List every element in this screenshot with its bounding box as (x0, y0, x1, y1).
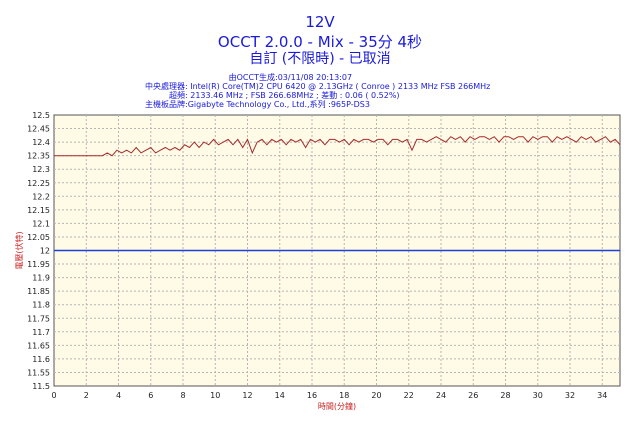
y-tick-label: 11.65 (27, 341, 50, 350)
chart-title: 12V (305, 13, 335, 31)
y-tick-label: 12.15 (27, 206, 50, 215)
x-tick-label: 28 (500, 391, 510, 400)
y-tick-label: 12.4 (32, 138, 50, 147)
y-tick-label: 12.05 (27, 233, 50, 242)
y-tick-label: 12.25 (27, 179, 50, 188)
info-generated-value: :03/11/08 20:13:07 (275, 73, 353, 82)
y-tick-label: 12.3 (32, 165, 50, 174)
y-tick-label: 12.5 (32, 111, 50, 120)
x-tick-label: 2 (84, 391, 89, 400)
y-axis-ticks: 11.5 11.55 11.6 11.65 11.7 11.75 11.8 11.85 11.9… (27, 111, 50, 391)
x-tick-label: 18 (339, 391, 349, 400)
x-axis-ticks: 0 2 4 6 8 10 12 14 16 18 20 22 24 26 28 30 32 34 (51, 391, 607, 400)
y-tick-label: 11.7 (32, 328, 50, 337)
y-axis-label: 電壓(伏特) (14, 231, 24, 269)
y-tick-label: 11.5 (32, 382, 50, 391)
x-tick-label: 34 (597, 391, 607, 400)
x-tick-label: 14 (275, 391, 285, 400)
info-oc-value: : 2133.46 MHz ; FSB 266.68MHz ; 差動 : 0.0… (185, 91, 400, 100)
info-cpu-value: : Intel(R) Core(TM)2 CPU 6420 @ 2.13GHz … (185, 82, 491, 91)
x-tick-label: 16 (307, 391, 317, 400)
y-tick-label: 11.9 (32, 274, 50, 283)
x-tick-label: 24 (436, 391, 446, 400)
x-tick-label: 26 (468, 391, 478, 400)
x-tick-label: 6 (148, 391, 153, 400)
x-tick-label: 10 (210, 391, 220, 400)
y-tick-label: 11.6 (32, 355, 50, 364)
x-tick-label: 12 (242, 391, 252, 400)
run-status: 自訂 (不限時) - 已取消 (249, 51, 391, 67)
y-tick-label: 12.45 (27, 125, 50, 134)
info-cpu-label: 中央處理器 (145, 82, 185, 91)
x-tick-label: 22 (404, 391, 414, 400)
x-tick-label: 0 (51, 391, 56, 400)
info-generated-label: 由OCCT生成 (228, 73, 275, 82)
voltage-series-line (54, 136, 621, 157)
info-mb-label: 主機板品牌 (145, 100, 185, 109)
x-tick-label: 8 (180, 391, 185, 400)
y-tick-label: 11.75 (27, 314, 50, 323)
grid-lines (54, 115, 620, 386)
y-tick-label: 12.35 (27, 152, 50, 161)
x-tick-label: 4 (116, 391, 121, 400)
y-tick-label: 11.8 (32, 301, 50, 310)
x-tick-label: 20 (371, 391, 381, 400)
x-tick-label: 30 (533, 391, 543, 400)
x-tick-label: 32 (565, 391, 575, 400)
info-oc-label: 超頻 (169, 91, 185, 100)
y-tick-label: 11.55 (27, 368, 50, 377)
y-tick-label: 11.85 (27, 287, 50, 296)
y-tick-label: 12 (40, 247, 50, 256)
info-mb-value: :Gigabyte Technology Co., Ltd.,系列 :965P-… (185, 100, 370, 109)
x-axis-label: 時間(分鐘) (318, 401, 356, 411)
y-tick-label: 11.95 (27, 260, 50, 269)
series-layer (54, 136, 621, 252)
chart-subtitle: OCCT 2.0.0 - Mix - 35分 4秒 (217, 33, 423, 51)
y-tick-label: 12.2 (32, 192, 50, 201)
y-tick-label: 12.1 (32, 219, 50, 228)
